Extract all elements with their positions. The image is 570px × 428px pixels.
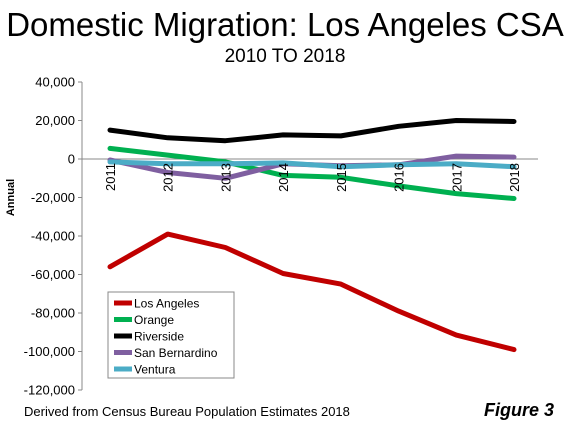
series-line-los-angeles: [107, 231, 517, 353]
chart-title: Domestic Migration: Los Angeles CSA: [6, 6, 564, 43]
x-tick-label: 2011: [103, 163, 118, 191]
series-line-ventura: [107, 159, 517, 170]
y-tick-label: -120,000: [24, 383, 75, 398]
legend-label-riverside: Riverside: [134, 330, 184, 344]
y-tick-label: -20,000: [31, 190, 75, 205]
legend-label-ventura: Ventura: [134, 363, 176, 377]
y-tick-label: 0: [68, 152, 75, 167]
x-tick-label: 2018: [507, 163, 522, 192]
x-tick-label: 2013: [218, 163, 233, 192]
source-note: Derived from Census Bureau Population Es…: [24, 404, 350, 419]
y-tick-label: 20,000: [35, 113, 75, 128]
y-tick-label: -40,000: [31, 229, 75, 244]
x-tick-label: 2014: [276, 163, 291, 192]
y-tick-label: 40,000: [35, 75, 75, 90]
legend-label-san-bernardino: San Bernardino: [134, 346, 218, 360]
x-tick-label: 2016: [392, 163, 407, 192]
y-axis-title: Annual: [5, 179, 17, 216]
legend-label-orange: Orange: [134, 313, 174, 327]
figure-label: Figure 3: [484, 400, 555, 420]
chart-subtitle: 2010 TO 2018: [224, 46, 346, 67]
y-tick-label: -60,000: [31, 267, 75, 282]
y-tick-label: -100,000: [24, 344, 75, 359]
x-tick-label: 2012: [161, 163, 176, 192]
legend-label-los-angeles: Los Angeles: [134, 297, 199, 311]
series-line-riverside: [107, 118, 517, 144]
x-tick-label: 2015: [334, 163, 349, 192]
series-line-orange: [107, 145, 517, 201]
x-tick-label: 2017: [449, 163, 464, 192]
y-tick-label: -80,000: [31, 306, 75, 321]
